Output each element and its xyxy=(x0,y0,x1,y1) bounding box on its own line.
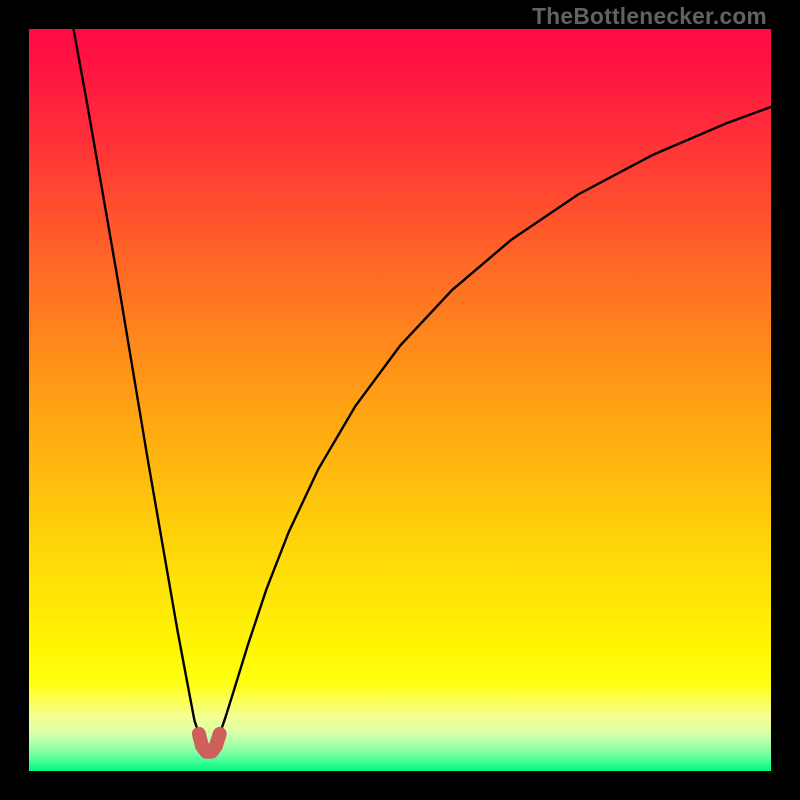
bottleneck-curve-plot xyxy=(0,0,800,800)
source-attribution: TheBottlenecker.com xyxy=(532,3,767,30)
plot-background xyxy=(29,29,771,771)
